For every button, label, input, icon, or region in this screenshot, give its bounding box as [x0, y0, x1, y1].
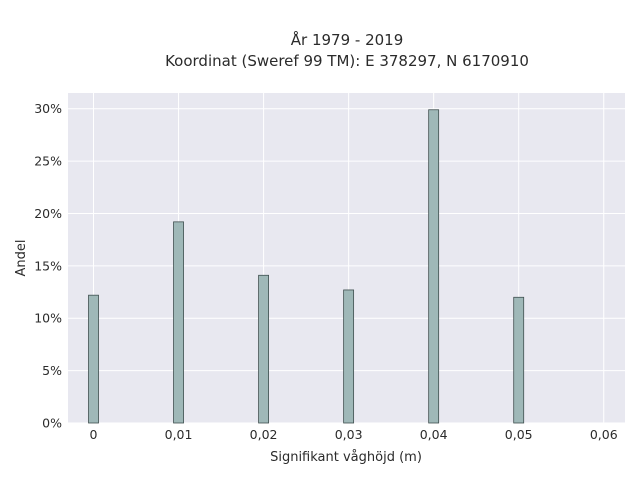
y-tick-label-6: 30%: [34, 101, 62, 116]
bars: [88, 109, 525, 424]
bar-2: [258, 274, 269, 424]
x-tick-label-4: 0,04: [420, 427, 448, 442]
y-tick-label-3: 15%: [34, 258, 62, 273]
x-axis-ticks: 0 0,01 0,02 0,03 0,04 0,05 0,06: [90, 427, 618, 442]
bar-5: [513, 296, 525, 424]
bar-3: [343, 289, 355, 424]
x-tick-label-0: 0: [90, 427, 98, 442]
x-tick-label-5: 0,05: [505, 427, 533, 442]
x-tick-label-3: 0,03: [335, 427, 363, 442]
y-axis-label: Andel: [14, 240, 29, 277]
y-tick-label-2: 10%: [34, 311, 62, 326]
x-tick-label-1: 0,01: [165, 427, 193, 442]
bar-0: [88, 294, 99, 424]
bar-1: [173, 221, 184, 424]
x-axis-label: Signifikant våghöjd (m): [270, 450, 422, 465]
y-tick-label-5: 25%: [34, 154, 62, 169]
chart-title-line-1: År 1979 - 2019: [291, 30, 404, 49]
chart-title-line-2: Koordinat (Sweref 99 TM): E 378297, N 61…: [165, 52, 529, 70]
x-tick-label-2: 0,02: [250, 427, 278, 442]
y-tick-label-0: 0%: [42, 416, 62, 431]
x-tick-label-6: 0,06: [590, 427, 618, 442]
bar-4: [428, 109, 440, 424]
y-tick-label-4: 20%: [34, 206, 62, 221]
y-tick-label-1: 5%: [42, 363, 62, 378]
y-axis-ticks: 0% 5% 10% 15% 20% 25% 30%: [34, 101, 62, 430]
